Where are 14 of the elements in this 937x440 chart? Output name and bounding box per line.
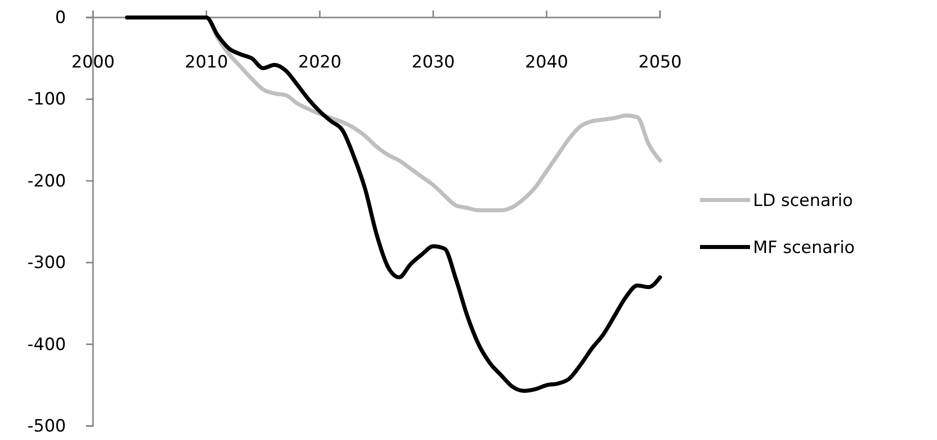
y-tick-label: -400 xyxy=(27,334,66,355)
legend-label: MF scenario xyxy=(753,238,855,258)
x-tick-label: 2020 xyxy=(298,52,342,72)
x-tick-label: 2000 xyxy=(71,52,115,72)
y-tick-label: -200 xyxy=(27,171,66,192)
x-tick-label: 2010 xyxy=(184,52,228,72)
y-tick-label: -500 xyxy=(27,416,66,436)
y-tick-label: -100 xyxy=(27,90,66,110)
y-tick-label: -300 xyxy=(27,253,66,274)
y-tick-label: 0 xyxy=(55,8,66,28)
x-tick-label: 2030 xyxy=(412,52,455,72)
legend-label: LD scenario xyxy=(753,190,853,211)
x-tick-label: 2050 xyxy=(638,52,682,72)
x-tick-label: 2040 xyxy=(524,52,568,72)
